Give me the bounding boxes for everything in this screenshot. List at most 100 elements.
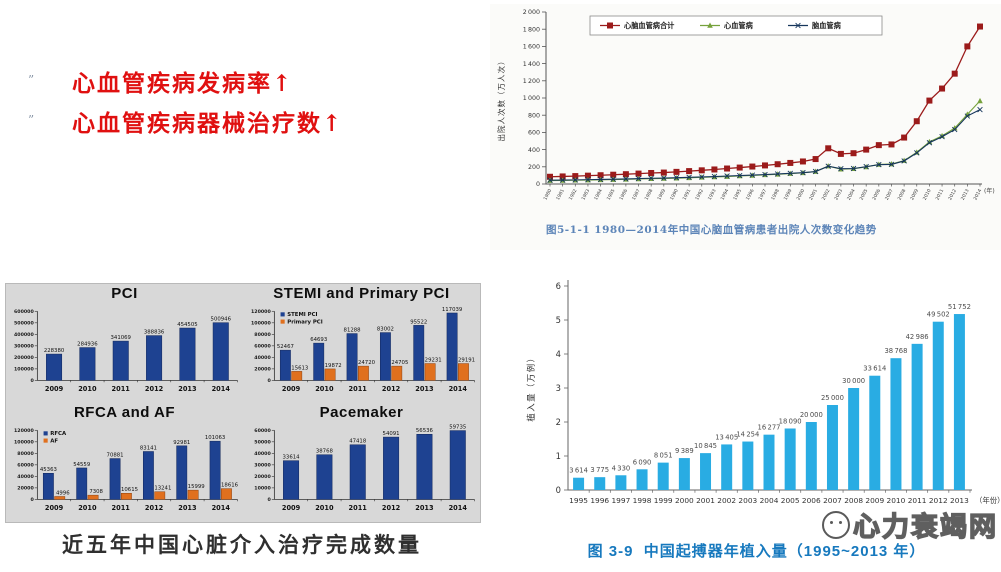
svg-text:228380: 228380 bbox=[44, 348, 65, 354]
svg-text:2013: 2013 bbox=[960, 188, 971, 201]
svg-text:54559: 54559 bbox=[73, 462, 91, 468]
svg-text:RFCA: RFCA bbox=[50, 431, 67, 437]
svg-text:51 752: 51 752 bbox=[948, 303, 971, 311]
svg-text:18616: 18616 bbox=[221, 483, 239, 489]
pci-chart-title: PCI bbox=[111, 285, 138, 302]
svg-text:2004: 2004 bbox=[760, 496, 779, 505]
svg-text:1987: 1987 bbox=[631, 188, 642, 201]
svg-text:20000: 20000 bbox=[254, 367, 271, 373]
svg-text:2013: 2013 bbox=[415, 385, 434, 393]
svg-text:10 845: 10 845 bbox=[694, 442, 717, 450]
svg-text:70881: 70881 bbox=[107, 453, 124, 459]
svg-text:30 000: 30 000 bbox=[842, 377, 865, 385]
svg-text:2012: 2012 bbox=[947, 188, 958, 201]
svg-text:2013: 2013 bbox=[415, 504, 434, 512]
svg-text:13 405: 13 405 bbox=[715, 433, 738, 441]
svg-text:284936: 284936 bbox=[77, 342, 98, 348]
pci-chart-plot: 0 100000 200000 300000 400000 500000 600000 200… bbox=[14, 309, 238, 393]
discharge-trend-caption: 图5-1-1 1980—2014年中国心脑血管病患者出院人次数变化趋势 bbox=[546, 224, 877, 236]
pacemaker-annual-chart: 0 1 2 3 4 5 6 植入量（万例） 3 614 1995 3 775 1996 4 330 199… bbox=[512, 272, 1001, 564]
svg-text:60000: 60000 bbox=[254, 428, 271, 434]
svg-text:400000: 400000 bbox=[14, 332, 34, 338]
svg-text:1996: 1996 bbox=[590, 496, 609, 505]
svg-text:40000: 40000 bbox=[254, 355, 271, 361]
svg-text:0: 0 bbox=[30, 378, 34, 384]
svg-text:120000: 120000 bbox=[251, 309, 271, 315]
svg-text:49 502: 49 502 bbox=[927, 311, 950, 319]
svg-text:2005: 2005 bbox=[859, 188, 870, 201]
svg-text:1984: 1984 bbox=[593, 188, 604, 201]
svg-text:56536: 56536 bbox=[416, 428, 434, 434]
svg-text:2014: 2014 bbox=[212, 385, 231, 393]
svg-text:100000: 100000 bbox=[14, 440, 34, 446]
stemi-chart-title: STEMI and Primary PCI bbox=[273, 285, 450, 302]
svg-text:600: 600 bbox=[528, 130, 540, 137]
svg-text:59735: 59735 bbox=[449, 425, 466, 431]
svg-text:2014: 2014 bbox=[449, 504, 468, 512]
svg-text:100000: 100000 bbox=[14, 367, 34, 373]
svg-text:STEMI PCI: STEMI PCI bbox=[287, 312, 317, 318]
svg-text:2012: 2012 bbox=[145, 385, 164, 393]
svg-text:6 090: 6 090 bbox=[633, 458, 652, 466]
svg-text:52467: 52467 bbox=[277, 344, 294, 350]
svg-text:19872: 19872 bbox=[325, 363, 342, 369]
svg-text:1996: 1996 bbox=[745, 188, 756, 201]
svg-text:16 277: 16 277 bbox=[758, 424, 781, 432]
svg-text:2006: 2006 bbox=[802, 496, 821, 505]
svg-text:200000: 200000 bbox=[14, 355, 34, 361]
svg-text:2009: 2009 bbox=[45, 504, 64, 512]
svg-text:101063: 101063 bbox=[205, 435, 225, 441]
rfca-chart-plot: 0 20000 40000 60000 80000 100000 120000 2009 201… bbox=[14, 428, 239, 512]
svg-text:2004: 2004 bbox=[846, 188, 857, 201]
svg-text:心血管病: 心血管病 bbox=[724, 21, 754, 30]
svg-text:20000: 20000 bbox=[254, 474, 271, 480]
svg-text:1997: 1997 bbox=[757, 188, 768, 201]
svg-text:25 000: 25 000 bbox=[821, 394, 844, 402]
stemi-primary-pci-chart: STEMI and Primary PCI 0 20000 40000 60000 80… bbox=[243, 284, 480, 403]
stemi-chart-plot: 0 20000 40000 60000 80000 100000 120000 2009 201… bbox=[251, 307, 475, 393]
svg-text:10000: 10000 bbox=[254, 486, 271, 492]
svg-text:33 614: 33 614 bbox=[863, 365, 886, 373]
svg-text:5: 5 bbox=[556, 315, 561, 325]
svg-text:38768: 38768 bbox=[316, 449, 334, 455]
bullet-text-device-therapy: 心血管疾病器械治疗数↑ bbox=[72, 110, 344, 137]
svg-text:2014: 2014 bbox=[449, 385, 468, 393]
quote-marker-icon: ” bbox=[28, 73, 35, 87]
svg-text:0: 0 bbox=[267, 378, 271, 384]
svg-text:1998: 1998 bbox=[633, 496, 652, 505]
svg-text:20000: 20000 bbox=[17, 486, 34, 492]
svg-text:1983: 1983 bbox=[580, 188, 591, 201]
svg-text:2003: 2003 bbox=[738, 496, 757, 505]
svg-text:1981: 1981 bbox=[555, 188, 566, 201]
svg-text:2 000: 2 000 bbox=[523, 9, 540, 16]
svg-text:2000: 2000 bbox=[795, 188, 806, 201]
bullet-item: ” 心血管疾病发病率↑ bbox=[28, 64, 343, 104]
svg-text:2002: 2002 bbox=[717, 496, 736, 505]
svg-text:心脑血管病合计: 心脑血管病合计 bbox=[624, 21, 675, 30]
watermark: 心力衰竭网 bbox=[822, 505, 998, 544]
svg-text:2009: 2009 bbox=[282, 504, 301, 512]
bullet-list: ” 心血管疾病发病率↑ ” 心血管疾病器械治疗数↑ bbox=[28, 64, 343, 144]
svg-text:2009: 2009 bbox=[909, 188, 920, 201]
svg-text:54091: 54091 bbox=[383, 431, 400, 437]
svg-text:29191: 29191 bbox=[458, 358, 475, 364]
svg-text:50000: 50000 bbox=[254, 440, 271, 446]
svg-text:6: 6 bbox=[556, 281, 561, 291]
svg-text:80000: 80000 bbox=[17, 451, 34, 457]
svg-text:2002: 2002 bbox=[821, 188, 832, 201]
svg-text:29231: 29231 bbox=[425, 357, 442, 363]
svg-text:2011: 2011 bbox=[935, 188, 946, 201]
svg-text:2012: 2012 bbox=[382, 504, 401, 512]
svg-text:1 200: 1 200 bbox=[523, 78, 540, 85]
svg-text:1997: 1997 bbox=[611, 496, 630, 505]
svg-text:2010: 2010 bbox=[922, 188, 933, 201]
svg-text:20 000: 20 000 bbox=[800, 411, 823, 419]
svg-text:2010: 2010 bbox=[315, 385, 334, 393]
svg-text:2007: 2007 bbox=[884, 188, 895, 201]
svg-text:500946: 500946 bbox=[211, 317, 232, 323]
svg-text:1992: 1992 bbox=[694, 188, 705, 201]
svg-text:60000: 60000 bbox=[254, 344, 271, 350]
svg-text:117039: 117039 bbox=[442, 307, 463, 313]
svg-text:2013: 2013 bbox=[950, 496, 969, 505]
svg-text:植入量（万例）: 植入量（万例） bbox=[526, 352, 536, 421]
